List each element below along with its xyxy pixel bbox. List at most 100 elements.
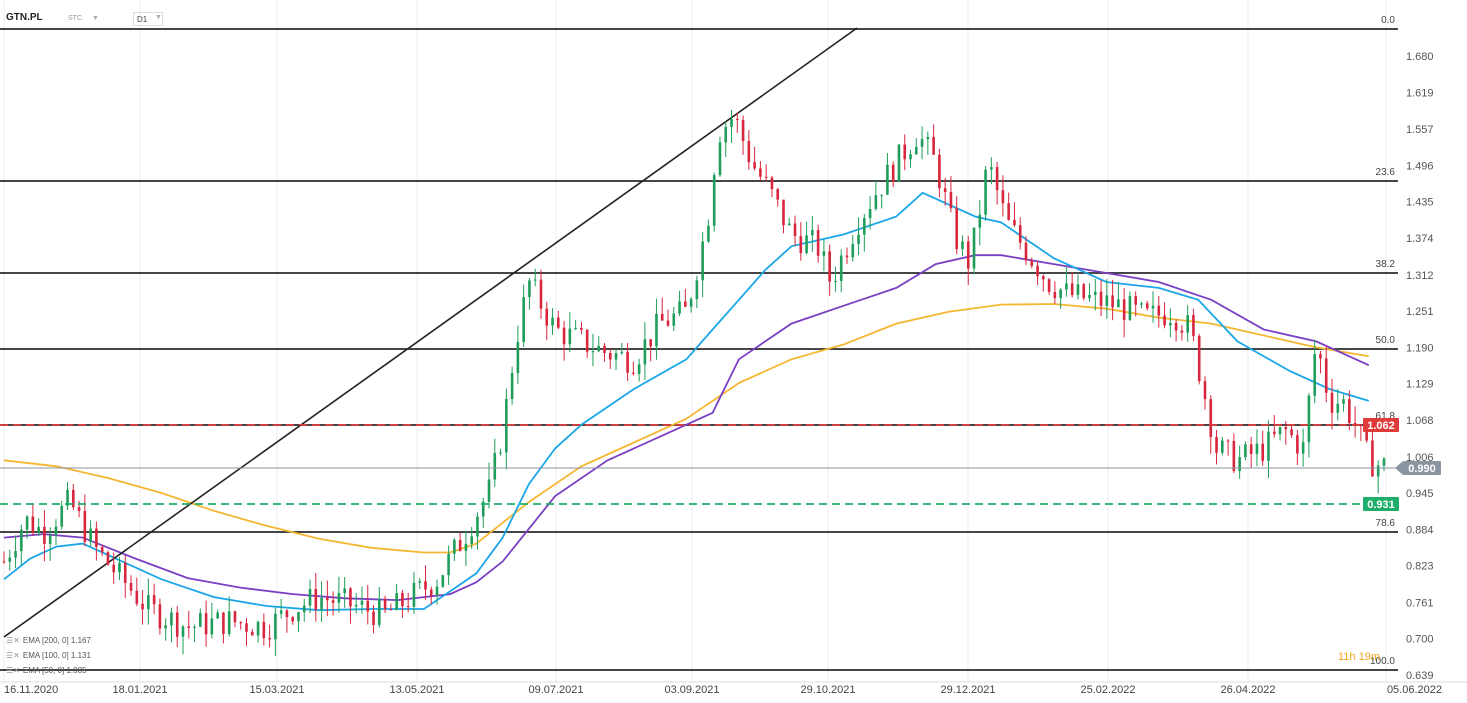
y-tick-label: 1.190	[1406, 342, 1434, 354]
candle-body	[83, 510, 87, 543]
candle-body	[354, 604, 358, 607]
candle-body	[233, 611, 237, 623]
candle-body	[747, 140, 751, 163]
candle-body	[1105, 295, 1109, 306]
candle-body	[493, 453, 497, 480]
candle-body	[620, 351, 624, 354]
candle-body	[1042, 276, 1045, 280]
y-tick-label: 1.006	[1406, 452, 1434, 464]
candle-body	[828, 251, 831, 282]
candle-body	[1117, 299, 1120, 308]
legend-ema-200[interactable]: ☰✕ EMA [200, 0] 1.167	[6, 636, 91, 645]
y-tick-label: 1.312	[1406, 270, 1434, 282]
candle-body	[689, 299, 693, 307]
candle-body	[279, 610, 283, 614]
x-tick-label: 13.05.2021	[389, 684, 444, 696]
candle-body	[43, 526, 46, 544]
candle-body	[1382, 458, 1386, 466]
candle-body	[1082, 284, 1086, 299]
candle-body	[360, 600, 364, 605]
candle-body	[164, 625, 167, 629]
candle-body	[158, 604, 162, 629]
candle-body	[129, 582, 133, 591]
candle-body	[562, 327, 566, 345]
candle-body	[1163, 315, 1166, 326]
candle-body	[100, 547, 104, 553]
candle-body	[1238, 457, 1241, 472]
candle-body	[326, 597, 329, 601]
candle-body	[643, 339, 647, 365]
menu-icon[interactable]: ☰✕	[6, 651, 20, 660]
candle-body	[1215, 437, 1218, 453]
candle-body	[920, 139, 924, 147]
candle-body	[106, 552, 110, 565]
price-tag-label: 0.931	[1367, 499, 1395, 511]
candle-body	[1348, 399, 1351, 423]
symbol-label[interactable]: GTN.PL	[6, 12, 43, 23]
candle-body	[666, 320, 670, 326]
instrument-type-label[interactable]: STC	[68, 15, 82, 22]
candle-body	[799, 236, 803, 254]
candle-body	[343, 588, 346, 594]
candle-body	[268, 638, 271, 640]
candle-body	[972, 227, 976, 269]
candle-body	[585, 329, 589, 352]
candle-body	[2, 561, 6, 563]
fibonacci-label: 100.0	[1370, 656, 1395, 667]
chevron-down-icon[interactable]: ▼	[155, 14, 162, 21]
menu-icon[interactable]: ☰✕	[6, 636, 20, 645]
candle-body	[135, 590, 139, 604]
y-tick-label: 1.619	[1406, 87, 1434, 99]
candle-body	[1197, 335, 1201, 382]
y-tick-label: 1.435	[1406, 197, 1434, 209]
candle-body	[1330, 392, 1334, 413]
candle-body	[539, 279, 543, 309]
y-tick-label: 1.557	[1406, 124, 1434, 136]
candle-body	[20, 529, 23, 552]
y-tick-label: 1.129	[1406, 379, 1434, 391]
candle-body	[724, 126, 728, 143]
candle-body	[453, 539, 456, 554]
candle-body	[655, 313, 658, 347]
candle-body	[366, 600, 370, 612]
legend-ema-100[interactable]: ☰✕ EMA [100, 0] 1.131	[6, 651, 91, 660]
candle-body	[1030, 260, 1034, 266]
candle-body	[95, 528, 98, 548]
candle-body	[77, 507, 81, 511]
legend-ema-50[interactable]: ☰✕ EMA [50, 0] 1.085	[6, 666, 87, 675]
candle-body	[418, 581, 422, 583]
candle-body	[147, 595, 150, 610]
candle-body	[591, 351, 595, 353]
candle-body	[1284, 427, 1288, 430]
y-tick-label: 0.700	[1406, 634, 1434, 646]
price-tag-arrow	[1395, 461, 1403, 475]
x-tick-label: 16.11.2020	[4, 684, 58, 696]
fibonacci-label: 38.2	[1376, 259, 1396, 270]
candle-body	[1013, 219, 1016, 226]
candle-body	[995, 167, 999, 191]
timeframe-select[interactable]: D1	[133, 12, 163, 26]
menu-icon[interactable]: ☰✕	[6, 666, 20, 675]
y-tick-label: 1.068	[1406, 415, 1434, 427]
candle-body	[863, 218, 866, 235]
candle-body	[938, 154, 941, 189]
candle-body	[782, 199, 785, 226]
chevron-down-icon[interactable]: ▼	[92, 15, 99, 22]
candle-body	[926, 136, 930, 140]
x-tick-label: 05.06.2022	[1387, 684, 1442, 696]
candle-body	[574, 327, 577, 329]
candle-body	[372, 611, 375, 625]
candle-body	[1278, 427, 1282, 435]
fibonacci-label: 50.0	[1376, 335, 1396, 346]
candle-body	[712, 175, 716, 226]
candle-body	[545, 308, 549, 326]
candle-body	[932, 136, 935, 155]
y-tick-label: 0.823	[1406, 561, 1434, 573]
candle-body	[1059, 289, 1062, 299]
candle-body	[1371, 440, 1374, 477]
x-tick-label: 26.04.2022	[1220, 684, 1275, 696]
candle-body	[1365, 426, 1368, 441]
candle-body	[776, 189, 780, 200]
candle-body	[499, 452, 502, 454]
